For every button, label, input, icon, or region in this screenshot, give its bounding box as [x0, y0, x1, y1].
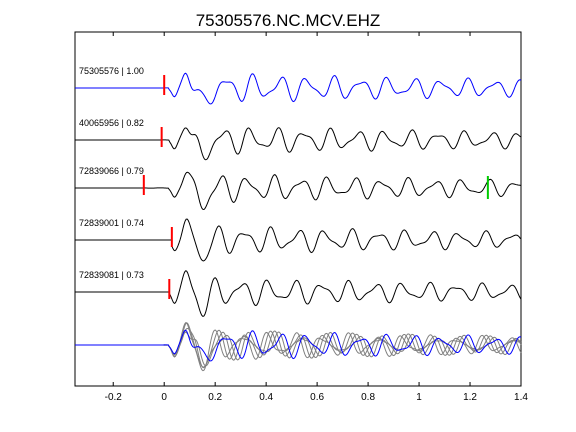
x-tick-label: 1.2 — [463, 392, 477, 403]
x-tick-label: 1 — [416, 392, 422, 403]
trace-label-40065956: 40065956 | 0.82 — [79, 118, 144, 128]
trace-label-75305576: 75305576 | 1.00 — [79, 66, 144, 76]
x-tick-label: 0.6 — [310, 392, 324, 403]
x-tick-label: 0.8 — [361, 392, 375, 403]
x-tick-label: 1.4 — [514, 392, 528, 403]
traces-layer — [75, 72, 522, 317]
trace-label-72839066: 72839066 | 0.79 — [79, 166, 144, 176]
trace-waveform-72839081 — [168, 270, 522, 317]
chart-title: 75305576.NC.MCV.EHZ — [196, 11, 381, 30]
x-tick-label: 0 — [161, 392, 167, 403]
trace-waveform-72839001 — [171, 218, 521, 262]
stack-reference-trace — [75, 329, 522, 362]
trace-waveform-40065956 — [161, 127, 521, 161]
trace-label-72839081: 72839081 | 0.73 — [79, 270, 144, 280]
trace-label-72839001: 72839001 | 0.74 — [79, 218, 144, 228]
x-tick-label: -0.2 — [105, 392, 123, 403]
pick-markers — [142, 75, 489, 299]
x-tick-label: 0.2 — [208, 392, 222, 403]
stack-overlay — [75, 322, 522, 372]
x-axis: -0.2 0 0.2 0.4 0.6 0.8 1 1.2 1.4 — [105, 32, 528, 403]
x-tick-label: 0.4 — [259, 392, 273, 403]
trace-waveform-72839066 — [143, 171, 522, 210]
trace-labels: 75305576 | 1.00 40065956 | 0.82 72839066 |… — [79, 66, 144, 280]
trace-waveform-75305576 — [164, 72, 522, 105]
